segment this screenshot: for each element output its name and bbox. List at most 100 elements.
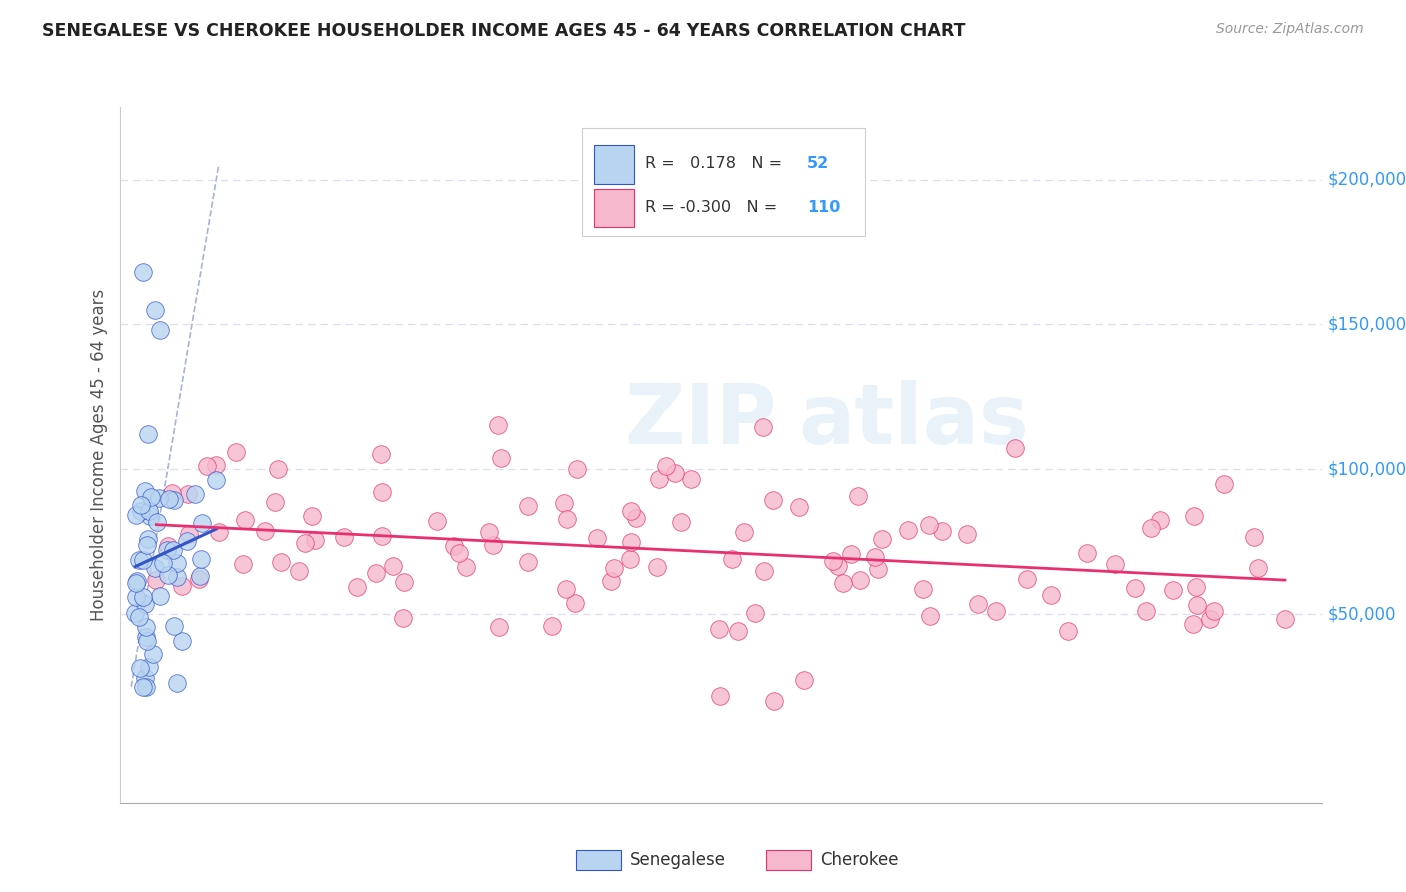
Point xyxy=(392,575,415,590)
Point xyxy=(624,511,647,525)
Point xyxy=(1123,581,1146,595)
Point xyxy=(1185,580,1208,594)
Point xyxy=(956,526,979,541)
Point xyxy=(517,499,540,513)
Point xyxy=(733,524,755,539)
Point xyxy=(132,265,155,279)
Point xyxy=(152,556,174,570)
Point xyxy=(1057,624,1080,638)
Point xyxy=(128,553,150,567)
Point xyxy=(727,624,749,639)
Point xyxy=(1004,441,1026,455)
Point xyxy=(159,492,181,507)
Point xyxy=(1140,521,1163,535)
Point xyxy=(156,567,179,582)
Text: atlas: atlas xyxy=(799,380,1029,460)
Point xyxy=(762,492,785,507)
Text: Source: ZipAtlas.com: Source: ZipAtlas.com xyxy=(1216,22,1364,37)
Point xyxy=(155,542,177,557)
Point xyxy=(136,426,159,441)
Point xyxy=(456,559,478,574)
Point xyxy=(139,490,162,504)
Point xyxy=(288,564,311,578)
Point xyxy=(488,620,510,634)
Point xyxy=(370,448,392,462)
Point xyxy=(392,610,415,624)
Point xyxy=(600,574,623,589)
Text: $200,000: $200,000 xyxy=(1327,170,1406,188)
Point xyxy=(553,496,575,510)
Point xyxy=(371,529,394,543)
Point xyxy=(176,534,198,549)
Point xyxy=(166,676,188,690)
Point xyxy=(179,527,201,541)
Point xyxy=(127,574,149,588)
Point xyxy=(1039,589,1062,603)
Point xyxy=(183,487,205,501)
Point xyxy=(849,573,872,587)
Point xyxy=(839,547,862,561)
Point xyxy=(1182,509,1205,524)
Point xyxy=(233,513,256,527)
Point xyxy=(267,461,290,475)
Point xyxy=(986,603,1008,617)
Point xyxy=(160,486,183,500)
Point xyxy=(138,659,160,673)
Point xyxy=(304,533,326,547)
FancyBboxPatch shape xyxy=(595,189,634,227)
Point xyxy=(555,511,578,525)
Point xyxy=(868,562,890,576)
Point xyxy=(645,559,668,574)
Point xyxy=(188,572,211,586)
Point xyxy=(897,523,920,537)
Point xyxy=(1161,583,1184,598)
Point xyxy=(132,590,155,604)
Point xyxy=(264,495,287,509)
Point xyxy=(918,517,941,532)
Point xyxy=(443,539,465,553)
Point xyxy=(967,597,990,611)
Point xyxy=(148,491,170,505)
Point xyxy=(664,466,686,480)
Point xyxy=(333,530,356,544)
Point xyxy=(554,582,576,596)
Point xyxy=(1182,617,1205,632)
Text: R = -0.300   N =: R = -0.300 N = xyxy=(645,201,782,216)
Point xyxy=(1204,604,1226,618)
Point xyxy=(135,538,157,552)
Point xyxy=(129,661,152,675)
Point xyxy=(346,580,368,594)
Point xyxy=(143,303,166,318)
Point xyxy=(426,514,449,528)
Point xyxy=(863,550,886,565)
Text: SENEGALESE VS CHEROKEE HOUSEHOLDER INCOME AGES 45 - 64 YEARS CORRELATION CHART: SENEGALESE VS CHEROKEE HOUSEHOLDER INCOM… xyxy=(42,22,966,40)
Text: 110: 110 xyxy=(807,201,841,216)
Point xyxy=(752,564,775,578)
Point xyxy=(585,532,607,546)
Point xyxy=(1149,513,1171,527)
Point xyxy=(1213,477,1236,491)
Point xyxy=(254,524,277,538)
Point xyxy=(1185,598,1208,612)
Point xyxy=(301,509,323,524)
Point xyxy=(1243,530,1265,544)
Point xyxy=(1247,561,1270,575)
Point xyxy=(752,420,775,434)
Point xyxy=(197,459,219,474)
Point xyxy=(134,597,156,611)
Point xyxy=(205,473,228,487)
Text: $100,000: $100,000 xyxy=(1327,460,1406,478)
Point xyxy=(793,673,815,688)
Point xyxy=(205,458,228,472)
Point xyxy=(125,508,148,522)
Point xyxy=(482,538,505,552)
Y-axis label: Householder Income Ages 45 - 64 years: Householder Income Ages 45 - 64 years xyxy=(90,289,108,621)
Point xyxy=(486,418,509,433)
Point xyxy=(232,557,254,571)
Point xyxy=(669,515,692,529)
Point xyxy=(163,619,186,633)
Point xyxy=(364,566,387,581)
Point xyxy=(225,445,247,459)
Point xyxy=(208,524,231,539)
Point xyxy=(931,524,953,539)
